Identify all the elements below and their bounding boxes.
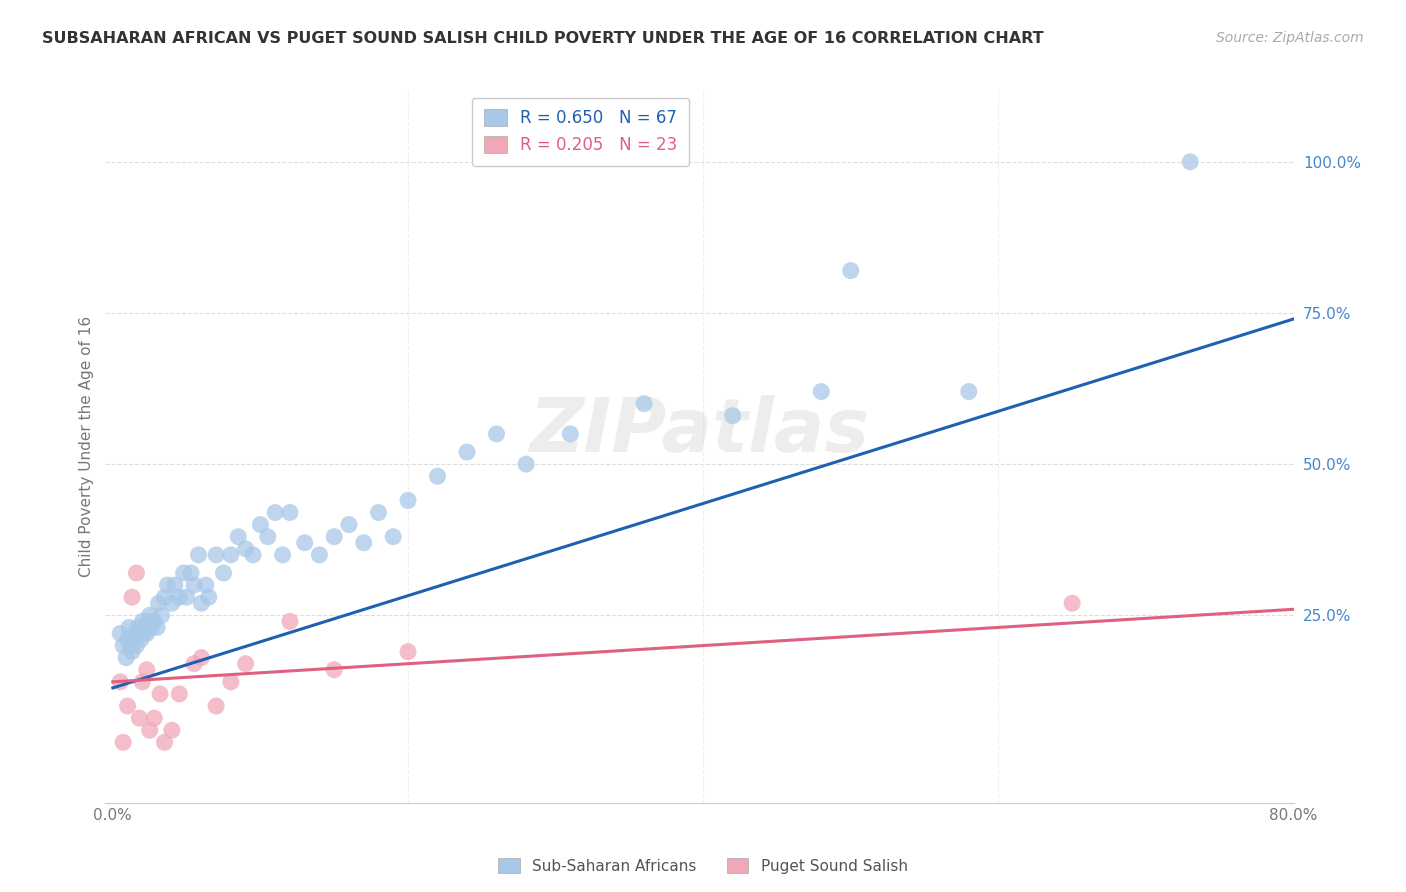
Point: [396, 645, 419, 659]
Point: [194, 578, 217, 592]
Point: [957, 384, 980, 399]
Point: [163, 578, 186, 592]
Point: [515, 457, 537, 471]
Point: [132, 626, 155, 640]
Point: [839, 263, 862, 277]
Point: [271, 548, 294, 562]
Point: [134, 620, 156, 634]
Point: [219, 548, 242, 562]
Point: [219, 674, 242, 689]
Point: [226, 530, 249, 544]
Point: [125, 639, 148, 653]
Point: [153, 735, 176, 749]
Text: ZIPatlas: ZIPatlas: [530, 395, 869, 468]
Point: [138, 723, 160, 738]
Point: [128, 711, 150, 725]
Point: [115, 650, 138, 665]
Y-axis label: Child Poverty Under the Age of 16: Child Poverty Under the Age of 16: [79, 316, 94, 576]
Point: [167, 590, 190, 604]
Point: [131, 674, 153, 689]
Point: [156, 578, 179, 592]
Point: [187, 548, 209, 562]
Point: [146, 620, 169, 634]
Point: [150, 608, 173, 623]
Point: [120, 639, 142, 653]
Point: [131, 615, 153, 629]
Point: [278, 506, 301, 520]
Point: [148, 596, 170, 610]
Point: [136, 615, 159, 629]
Point: [382, 530, 405, 544]
Point: [256, 530, 278, 544]
Point: [485, 426, 508, 441]
Point: [367, 506, 389, 520]
Legend: R = 0.650   N = 67, R = 0.205   N = 23: R = 0.650 N = 67, R = 0.205 N = 23: [472, 97, 689, 166]
Point: [112, 735, 135, 749]
Point: [183, 578, 205, 592]
Point: [117, 699, 139, 714]
Point: [167, 687, 190, 701]
Text: SUBSAHARAN AFRICAN VS PUGET SOUND SALISH CHILD POVERTY UNDER THE AGE OF 16 CORRE: SUBSAHARAN AFRICAN VS PUGET SOUND SALISH…: [42, 31, 1043, 46]
Point: [323, 530, 346, 544]
Point: [205, 699, 228, 714]
Point: [121, 645, 143, 659]
Point: [456, 445, 478, 459]
Point: [128, 626, 150, 640]
Point: [160, 723, 183, 738]
Point: [129, 632, 152, 647]
Point: [180, 566, 202, 580]
Point: [190, 650, 212, 665]
Point: [353, 535, 375, 549]
Point: [176, 590, 198, 604]
Point: [149, 687, 172, 701]
Point: [108, 674, 131, 689]
Point: [125, 566, 148, 580]
Point: [323, 663, 346, 677]
Point: [183, 657, 205, 671]
Point: [278, 615, 301, 629]
Point: [633, 397, 655, 411]
Point: [1062, 596, 1084, 610]
Point: [242, 548, 264, 562]
Point: [197, 590, 219, 604]
Point: [1180, 154, 1202, 169]
Point: [153, 590, 176, 604]
Point: [396, 493, 419, 508]
Point: [235, 657, 257, 671]
Point: [173, 566, 195, 580]
Point: [117, 632, 139, 647]
Point: [138, 608, 160, 623]
Point: [127, 620, 149, 634]
Point: [212, 566, 235, 580]
Point: [308, 548, 330, 562]
Point: [124, 626, 146, 640]
Point: [118, 620, 141, 634]
Point: [560, 426, 582, 441]
Point: [235, 541, 257, 556]
Point: [108, 626, 131, 640]
Point: [135, 626, 157, 640]
Point: [190, 596, 212, 610]
Point: [135, 663, 157, 677]
Text: Source: ZipAtlas.com: Source: ZipAtlas.com: [1216, 31, 1364, 45]
Point: [122, 632, 145, 647]
Point: [112, 639, 135, 653]
Point: [160, 596, 183, 610]
Point: [121, 590, 143, 604]
Point: [143, 711, 166, 725]
Point: [205, 548, 228, 562]
Point: [810, 384, 832, 399]
Point: [249, 517, 271, 532]
Point: [337, 517, 360, 532]
Point: [426, 469, 449, 483]
Point: [141, 620, 163, 634]
Point: [721, 409, 744, 423]
Legend: Sub-Saharan Africans, Puget Sound Salish: Sub-Saharan Africans, Puget Sound Salish: [492, 852, 914, 880]
Point: [143, 615, 166, 629]
Point: [294, 535, 316, 549]
Point: [264, 506, 287, 520]
